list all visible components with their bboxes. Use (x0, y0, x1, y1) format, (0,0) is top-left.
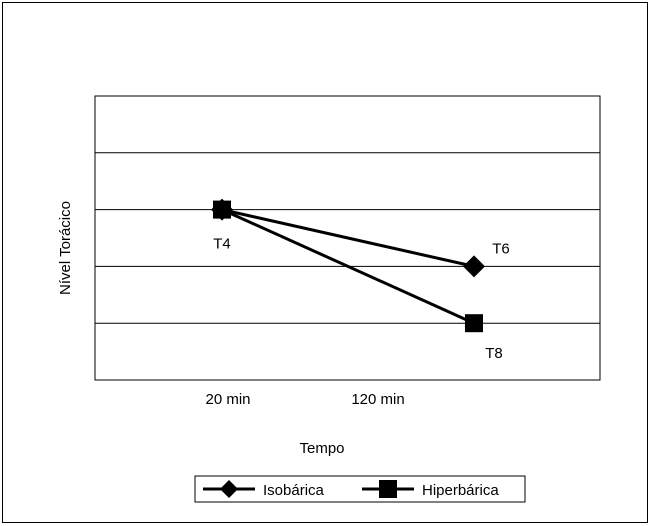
point-label-T8: T8 (485, 345, 503, 362)
plot-area (94, 95, 601, 381)
legend-marker-diamond (220, 480, 238, 498)
series-markers (211, 198, 485, 333)
marker-diamond-1 (463, 255, 485, 278)
marker-square-0 (213, 200, 231, 219)
point-labels: T4 T6 T8 (213, 236, 510, 363)
series-lines (221, 208, 475, 325)
series-line-1 (221, 208, 475, 325)
legend-label-isobarica: Isobárica (263, 482, 325, 499)
y-axis-label: Nível Torácico (57, 201, 74, 295)
x-tick-label-1: 120 min (351, 391, 404, 408)
point-label-T6: T6 (492, 240, 510, 257)
point-label-T4: T4 (213, 236, 231, 253)
x-tick-label-0: 20 min (205, 391, 250, 408)
legend-label-hiperbarica: Hiperbárica (422, 482, 499, 499)
marker-square-1 (465, 314, 483, 333)
legend: Isobárica Hiperbárica (194, 475, 526, 503)
legend-marker-square (379, 480, 397, 498)
x-axis-label: Tempo (299, 440, 344, 457)
series-line-0 (221, 208, 475, 268)
